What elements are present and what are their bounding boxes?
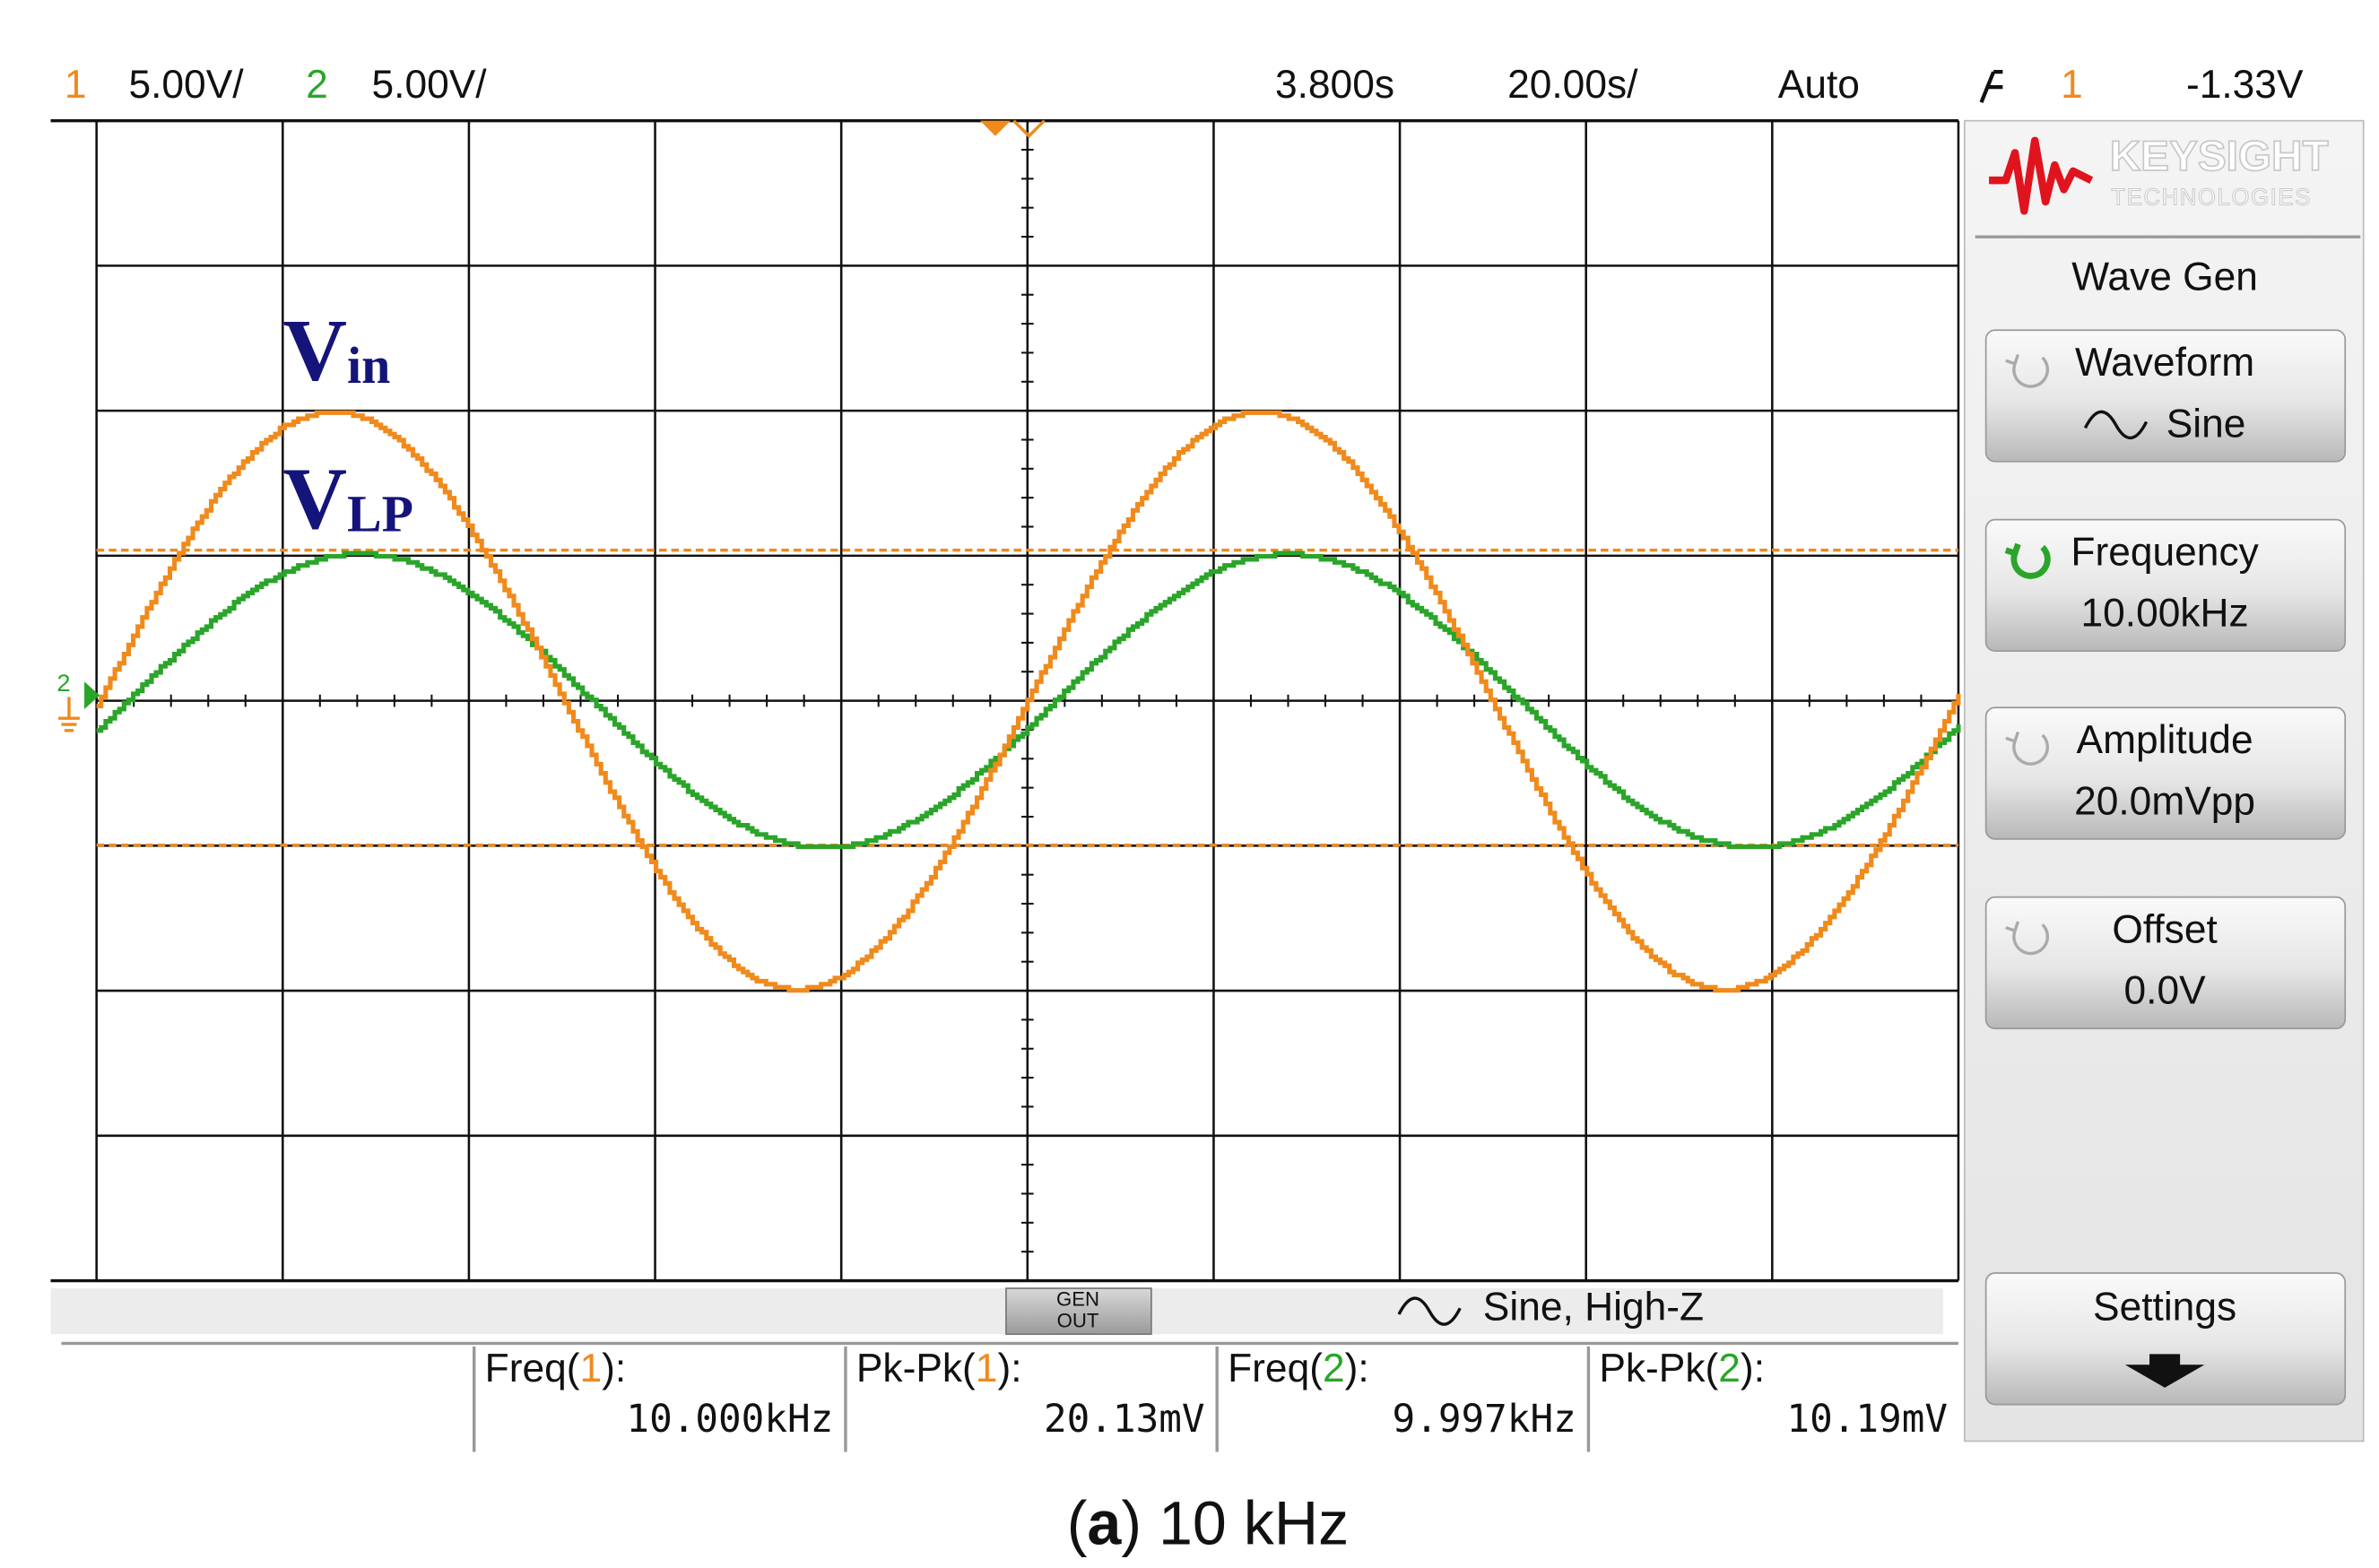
trigger-source: 1 [2061, 63, 2083, 107]
caption-label: a [1087, 1490, 1122, 1558]
measure-value: 10.000kHz [626, 1397, 833, 1442]
trigger-icon [1979, 69, 2003, 104]
vlp-annotation: VLP [283, 450, 413, 548]
measure-value: 10.19mV [1786, 1397, 1948, 1442]
vlp-main: V [283, 450, 347, 548]
knob-icon [2004, 542, 2051, 579]
softkey-value: 0.0V [2123, 969, 2206, 1013]
trigger-position-marker [979, 120, 1012, 136]
measure-name: Pk-Pk( [856, 1347, 976, 1390]
softkey-button[interactable] [1984, 329, 2347, 463]
settings-button[interactable] [1984, 1272, 2347, 1406]
gen-out-bottom: OUT [1057, 1309, 1099, 1331]
measure-channel: 2 [1718, 1347, 1741, 1390]
graticule [50, 118, 1960, 1283]
softkey[interactable]: Offset 0.0V [1984, 896, 2347, 1030]
softkey[interactable]: Amplitude 20.0mVpp [1984, 706, 2347, 840]
channel-1-trace [96, 410, 1961, 993]
sine-icon [2083, 410, 2149, 440]
trigger-level: -1.33V [2186, 63, 2304, 107]
softkey-label: Frequency [2071, 531, 2259, 575]
caption-rest: ) 10 kHz [1121, 1490, 1349, 1558]
knob-icon [2005, 353, 2050, 388]
ground-marker-label: 2 [56, 669, 70, 697]
measure-name: Pk-Pk( [1599, 1347, 1718, 1390]
vlp-sub: LP [347, 485, 413, 543]
measure-suffix: ): [602, 1347, 626, 1390]
measure-label: Freq(1): [485, 1347, 627, 1390]
ground-marker: 2 [56, 669, 100, 732]
softkey-button[interactable] [1984, 896, 2347, 1030]
panel-title: Wave Gen [2071, 256, 2258, 299]
brand-sub: TECHNOLOGIES [2111, 185, 2312, 210]
softkey-label: Offset [2112, 908, 2217, 952]
softkey-button[interactable] [1984, 518, 2347, 653]
brand: KEYSIGHT [2110, 133, 2329, 180]
time-delay: 3.800s [1275, 63, 1394, 107]
measure-name: Freq( [485, 1347, 580, 1390]
measure-suffix: ): [1345, 1347, 1369, 1390]
measurements: Freq(1):10.000kHzPk-Pk(1):20.13mVFreq(2)… [473, 1347, 1948, 1452]
measure-name: Freq( [1228, 1347, 1323, 1390]
vin-sub: in [347, 337, 390, 395]
measure-channel: 1 [580, 1347, 603, 1390]
measure-value: 20.13mV [1044, 1397, 1205, 1442]
gen-out-top: GEN [1056, 1288, 1099, 1311]
ch1-scale: 5.00V/ [128, 63, 244, 107]
caption: (a) 10 kHz [1067, 1490, 1349, 1558]
measure-value: 9.997kHz [1393, 1397, 1576, 1442]
ch2-label: 2 [306, 63, 328, 107]
softkey-button[interactable] [1984, 706, 2347, 840]
knob-icon [2005, 732, 2050, 766]
status-bar: 1 5.00V/ 2 5.00V/ 3.800s 20.00s/ Auto 1 … [65, 63, 2304, 107]
softkey[interactable]: Frequency 10.00kHz [1984, 518, 2347, 653]
measure-suffix: ): [997, 1347, 1021, 1390]
softkey-value: Sine [2166, 402, 2246, 446]
vin-main: V [283, 301, 347, 399]
settings-softkey[interactable]: Settings [1984, 1272, 2347, 1406]
softkey-label: Amplitude [2077, 718, 2253, 762]
trigger-mode: Auto [1778, 63, 1860, 107]
gen-out-status: Sine, High-Z [1483, 1286, 1704, 1330]
settings-label: Settings [2093, 1286, 2236, 1330]
softkey[interactable]: Waveform Sine [1984, 329, 2347, 463]
ground-symbol [58, 697, 80, 732]
delay-marker [1012, 119, 1046, 139]
caption-open: ( [1067, 1490, 1088, 1558]
softkey-value: 10.00kHz [2080, 592, 2248, 636]
settings-arrow [2124, 1354, 2205, 1388]
channel-2-trace [96, 550, 1961, 849]
gen-out-button [1005, 1287, 1152, 1336]
measure-label: Pk-Pk(1): [856, 1347, 1022, 1390]
time-scale: 20.00s/ [1507, 63, 1638, 107]
gen-out-strip [50, 1288, 1943, 1335]
softkeys: Waveform Sine Frequency 10.00kHz Amplitude 20… [1984, 329, 2347, 1030]
brand-logo [1989, 136, 2094, 215]
sine-icon [1397, 1296, 1462, 1326]
ch2-scale: 5.00V/ [371, 63, 487, 107]
vin-annotation: Vin [283, 301, 391, 399]
measure-label: Pk-Pk(2): [1599, 1347, 1765, 1390]
ground-arrow [84, 681, 100, 709]
knob-icon [2005, 921, 2050, 956]
measure-label: Freq(2): [1228, 1347, 1369, 1390]
softkey-label: Waveform [2075, 341, 2254, 385]
measure-suffix: ): [1741, 1347, 1765, 1390]
measure-channel: 1 [976, 1347, 998, 1390]
ch1-label: 1 [65, 63, 87, 107]
softkey-value: 20.0mVpp [2074, 779, 2255, 823]
measure-channel: 2 [1323, 1347, 1345, 1390]
